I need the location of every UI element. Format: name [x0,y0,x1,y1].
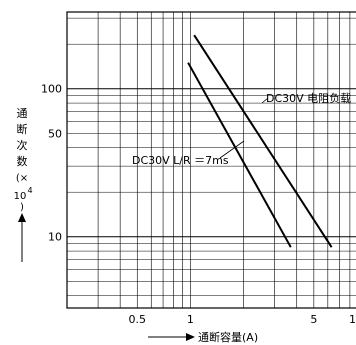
x-tick-label: 1 [349,313,356,326]
y-tick-label: 100 [41,83,62,96]
x-axis-arrow-head-icon [186,333,195,341]
y-axis-label-exponent: 4 [27,186,32,195]
y-tick-labels: 10 50 100 [41,83,62,244]
annotation-leader-inductive [219,140,245,159]
series-lines [187,34,333,248]
plot-frame [66,11,356,309]
x-axis-label-text: 通断容量(A) [198,330,258,344]
x-tick-labels: 0.5 1 5 1 [129,313,356,326]
series-line [193,34,333,248]
y-axis-label-char: (× [16,173,28,184]
y-tick-label: 50 [48,127,62,140]
x-axis-label: 通断容量(A) [148,330,258,344]
annotation-resistive-load: DC30V 电阻负载 [266,91,351,105]
y-axis-label-char: 数 [17,155,28,168]
y-axis-label-char: 通 [17,107,28,120]
y-axis-label: 通 断 次 数 (× 10 4 ) [14,107,33,262]
annotation-inductive-load: DC30V L/R ＝7ms [132,154,229,167]
x-tick-label: 5 [310,313,317,326]
grid [67,12,356,308]
series-line [187,62,292,248]
x-tick-label: 1 [187,313,194,326]
y-tick-label: 10 [48,231,62,244]
y-axis-label-close: ) [20,202,24,213]
x-tick-label: 0.5 [129,313,147,326]
y-axis-label-char: 断 [17,122,28,136]
y-axis-label-power: 10 [14,191,27,202]
annotation-leader-resistive [261,97,269,104]
y-axis-label-char: 次 [17,138,28,152]
y-axis-arrow-head-icon [18,213,26,222]
